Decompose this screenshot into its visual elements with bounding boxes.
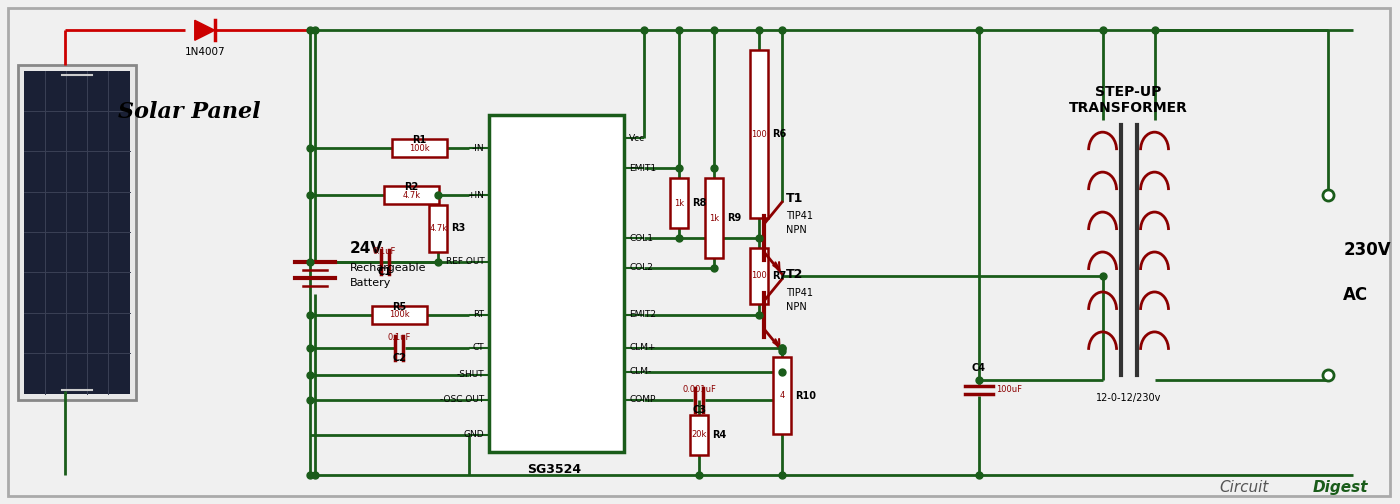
Text: R10: R10 <box>795 391 816 401</box>
Text: NPN: NPN <box>785 302 806 312</box>
Text: -OSC OUT: -OSC OUT <box>440 395 484 404</box>
Text: R4: R4 <box>713 430 727 440</box>
Text: 0.1uF: 0.1uF <box>372 247 396 256</box>
Text: REF OUT: REF OUT <box>445 258 484 267</box>
Text: Digest: Digest <box>1313 480 1368 495</box>
Bar <box>773 357 791 434</box>
Text: EMIT1: EMIT1 <box>629 164 657 172</box>
Bar <box>750 50 769 218</box>
Text: R1: R1 <box>413 135 427 145</box>
Text: 1k: 1k <box>673 199 685 208</box>
Text: COMP: COMP <box>629 395 655 404</box>
Polygon shape <box>195 20 214 40</box>
Text: R9: R9 <box>727 213 742 223</box>
Bar <box>372 306 427 324</box>
Text: 0.001uF: 0.001uF <box>682 385 715 394</box>
Text: 24V: 24V <box>350 240 382 256</box>
Text: C1: C1 <box>378 267 392 277</box>
Text: -IN: -IN <box>472 144 484 153</box>
Bar <box>706 178 722 258</box>
Bar <box>671 178 689 228</box>
Text: CLM-: CLM- <box>629 367 651 376</box>
Text: 100: 100 <box>752 272 767 280</box>
Text: 0.1uF: 0.1uF <box>388 333 412 342</box>
Bar <box>392 139 447 157</box>
Text: Battery: Battery <box>350 278 391 288</box>
Text: COL1: COL1 <box>629 233 654 242</box>
Text: RT: RT <box>473 310 484 320</box>
Text: T1: T1 <box>785 192 804 205</box>
Text: 100k: 100k <box>409 144 430 153</box>
Text: 4: 4 <box>780 391 784 400</box>
Bar <box>750 247 769 304</box>
Text: CLM+: CLM+ <box>629 343 655 352</box>
Text: R6: R6 <box>771 129 787 139</box>
Text: 1k: 1k <box>708 214 720 223</box>
Text: GND: GND <box>463 430 484 439</box>
Text: COL2: COL2 <box>629 264 652 273</box>
Text: +IN: +IN <box>468 191 484 200</box>
Text: Vcc: Vcc <box>629 134 645 143</box>
Text: C3: C3 <box>692 405 706 415</box>
Bar <box>24 71 130 394</box>
Bar <box>690 415 708 455</box>
Text: R7: R7 <box>771 271 787 281</box>
Text: 4.7k: 4.7k <box>402 191 420 200</box>
Text: TIP41: TIP41 <box>785 288 813 298</box>
Text: 100k: 100k <box>389 310 410 320</box>
Text: 20k: 20k <box>692 430 707 439</box>
Text: CT: CT <box>473 343 484 352</box>
Text: 100uF: 100uF <box>995 386 1022 394</box>
Text: 230V: 230V <box>1343 241 1392 259</box>
Text: TRANSFORMER: TRANSFORMER <box>1070 101 1189 115</box>
Text: R8: R8 <box>692 198 707 208</box>
Text: Rechargeable: Rechargeable <box>350 263 426 273</box>
Text: R5: R5 <box>392 302 406 312</box>
Text: 12-0-12/230v: 12-0-12/230v <box>1096 393 1161 403</box>
Bar <box>384 186 440 204</box>
Bar <box>490 115 624 452</box>
Bar <box>18 65 136 400</box>
Text: TIP41: TIP41 <box>785 211 813 221</box>
Text: T2: T2 <box>785 269 804 281</box>
Text: SG3524: SG3524 <box>528 463 581 476</box>
Text: C4: C4 <box>972 363 986 373</box>
Text: 100: 100 <box>752 130 767 139</box>
Text: STEP-UP: STEP-UP <box>1095 85 1162 99</box>
Text: Circuit: Circuit <box>1219 480 1268 495</box>
Bar <box>430 205 448 251</box>
Text: NPN: NPN <box>785 225 806 235</box>
Bar <box>18 65 136 400</box>
Text: R2: R2 <box>405 182 419 192</box>
Text: 1N4007: 1N4007 <box>185 47 225 57</box>
Text: AC: AC <box>1343 286 1368 304</box>
Text: EMIT2: EMIT2 <box>629 310 657 320</box>
Text: 4.7k: 4.7k <box>430 224 448 232</box>
Text: C2: C2 <box>392 353 406 363</box>
Text: Solar Panel: Solar Panel <box>119 101 260 123</box>
Text: -SHUT: -SHUT <box>456 370 484 380</box>
Text: R3: R3 <box>451 223 466 233</box>
